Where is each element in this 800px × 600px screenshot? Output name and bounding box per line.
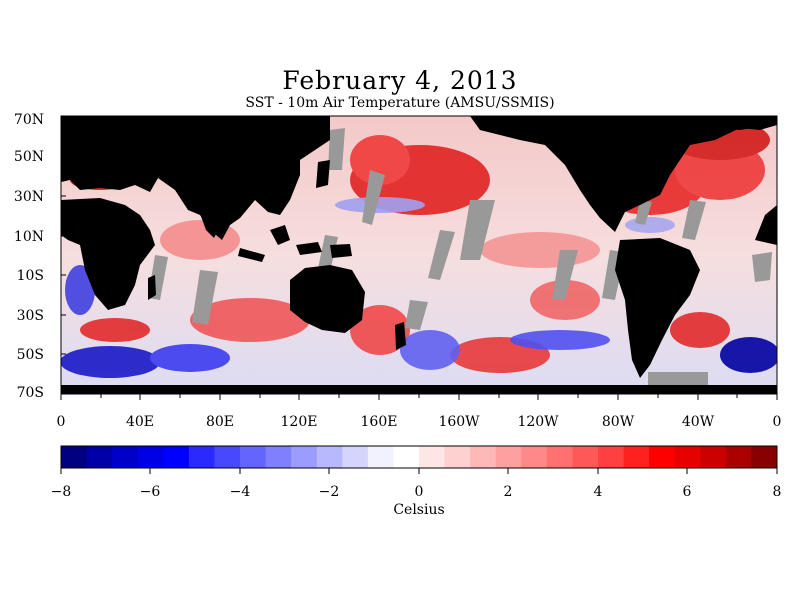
- colorbar-cell: [367, 446, 394, 468]
- lon-label-120w: 120W: [517, 414, 559, 430]
- lon-label-40w: 40W: [682, 414, 715, 430]
- colorbar-cell: [546, 446, 573, 468]
- colorbar-cell: [419, 446, 446, 468]
- colorbar-cell: [112, 446, 139, 468]
- lon-label-120e: 120E: [281, 414, 318, 430]
- colorbar-cell: [291, 446, 318, 468]
- lat-label-50s: 50S: [17, 347, 44, 363]
- colorbar-cell: [265, 446, 292, 468]
- colorbar-cell: [700, 446, 727, 468]
- colorbar-label-8: 8: [773, 484, 782, 500]
- colorbar-cell: [674, 446, 701, 468]
- colorbar-label-0: 0: [415, 484, 424, 500]
- colorbar-cell: [470, 446, 497, 468]
- no-data-swaths: [148, 128, 772, 394]
- colorbar-label-4: 4: [594, 484, 603, 500]
- lat-label-30n: 30N: [14, 189, 44, 205]
- colorbar-cell: [163, 446, 190, 468]
- map-subtitle: SST - 10m Air Temperature (AMSU/SSMIS): [245, 95, 555, 111]
- colorbar-cell: [342, 446, 369, 468]
- lon-label-80e: 80E: [206, 414, 234, 430]
- lat-label-50n: 50N: [14, 149, 44, 165]
- map-panel: [61, 116, 777, 394]
- lat-label-70n: 70N: [14, 112, 44, 128]
- colorbar-cell: [598, 446, 625, 468]
- colorbar-cell: [240, 446, 267, 468]
- latitude-axis: 70N 50N 30N 10N 10S 30S 50S 70S: [14, 112, 66, 401]
- map-title: February 4, 2013: [282, 66, 518, 95]
- lon-label-0-east: 0: [773, 414, 782, 430]
- colorbar-cell: [495, 446, 522, 468]
- colorbar-cell: [444, 446, 471, 468]
- colorbar-cell: [649, 446, 676, 468]
- colorbar: [61, 446, 778, 468]
- lat-label-10s: 10S: [17, 268, 44, 284]
- longitude-axis: [60, 394, 778, 400]
- colorbar-cell: [214, 446, 241, 468]
- colorbar-label-2: 2: [504, 484, 513, 500]
- colorbar-unit-label: Celsius: [393, 502, 445, 518]
- colorbar-cell: [751, 446, 778, 468]
- colorbar-label-6: 6: [683, 484, 692, 500]
- cold-anomaly-regions: [61, 150, 777, 378]
- colorbar-cell: [393, 446, 420, 468]
- lon-label-160w: 160W: [438, 414, 480, 430]
- lat-label-10n: 10N: [14, 229, 44, 245]
- colorbar-cell: [725, 446, 752, 468]
- colorbar-cell: [61, 446, 88, 468]
- colorbar-ticks: [60, 468, 778, 474]
- colorbar-label-neg2: −2: [319, 484, 340, 500]
- colorbar-cell: [623, 446, 650, 468]
- colorbar-label-neg8: −8: [51, 484, 72, 500]
- colorbar-cell: [572, 446, 599, 468]
- colorbar-cell: [137, 446, 164, 468]
- lon-label-160e: 160E: [361, 414, 398, 430]
- colorbar-cell: [86, 446, 113, 468]
- lat-label-30s: 30S: [17, 308, 44, 324]
- colorbar-cell: [521, 446, 548, 468]
- land-masses: [61, 116, 777, 394]
- colorbar-label-neg6: −6: [140, 484, 161, 500]
- lon-label-80w: 80W: [602, 414, 635, 430]
- lat-label-70s: 70S: [17, 385, 44, 401]
- colorbar-cell: [188, 446, 215, 468]
- lon-label-0: 0: [57, 414, 66, 430]
- colorbar-label-neg4: −4: [230, 484, 251, 500]
- lon-label-40e: 40E: [126, 414, 154, 430]
- colorbar-cell: [316, 446, 343, 468]
